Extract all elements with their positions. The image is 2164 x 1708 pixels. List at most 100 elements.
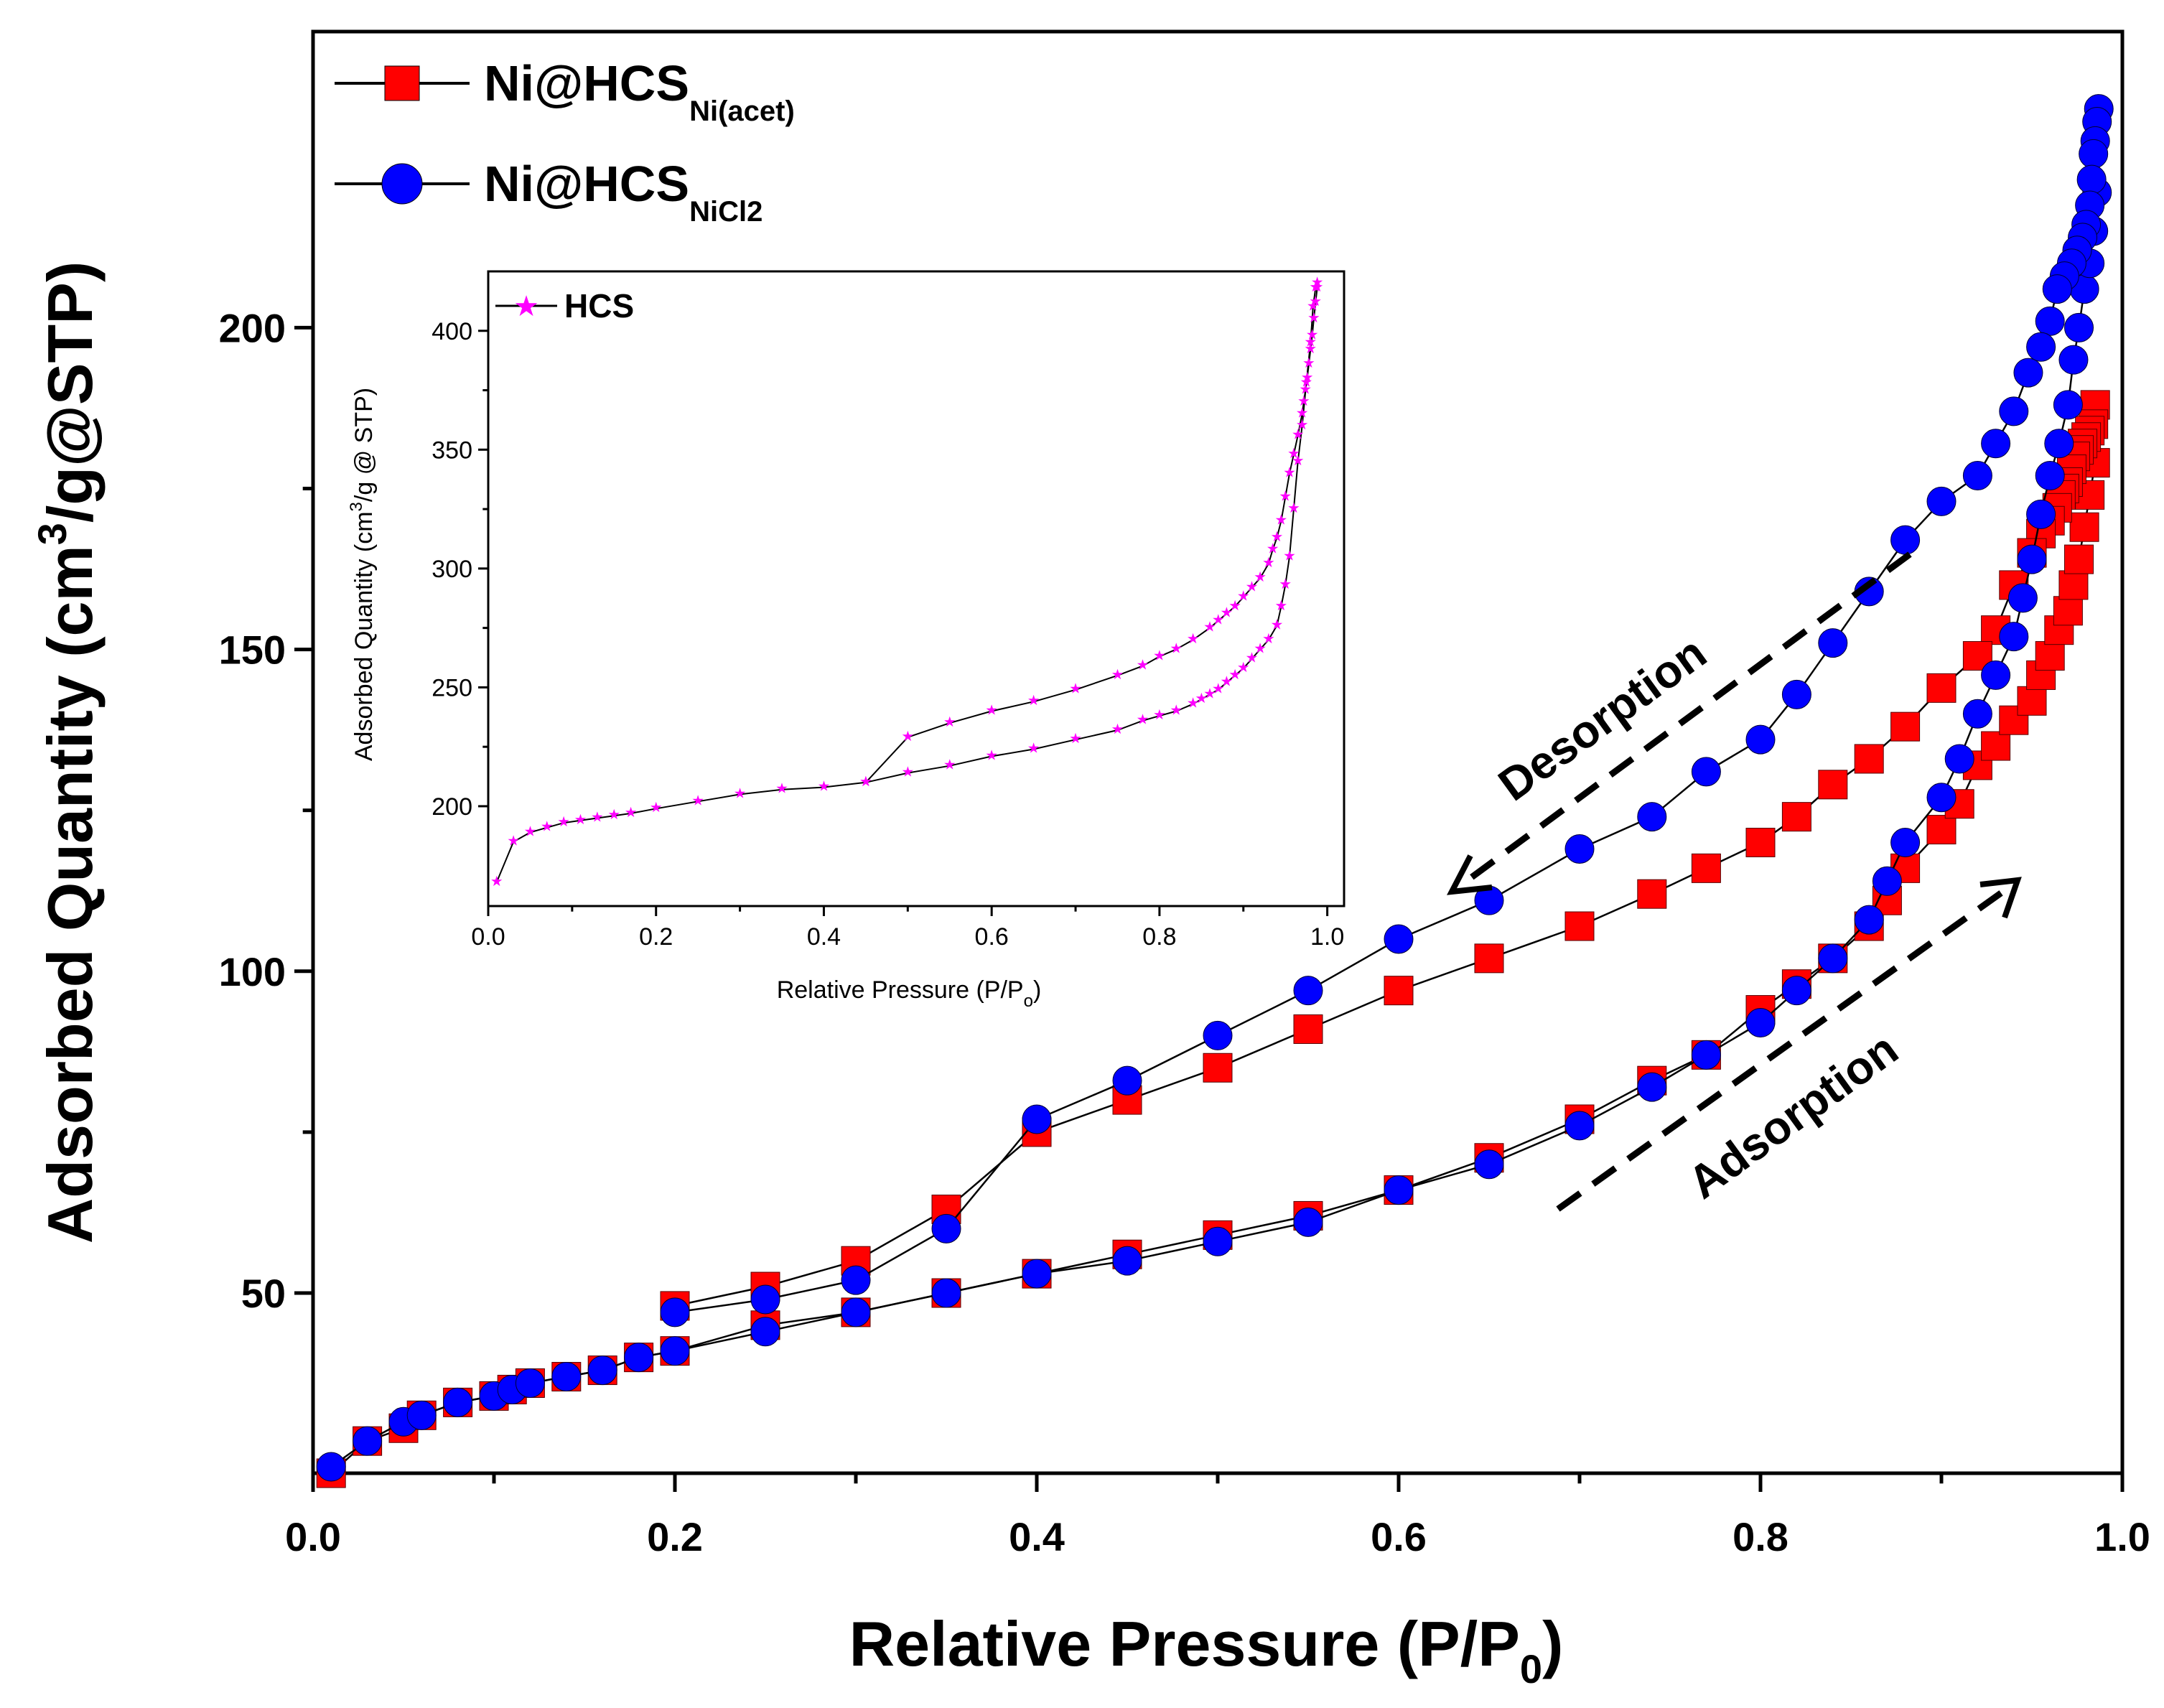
data-point-hcs-adsorption: ★ [1304, 334, 1317, 350]
data-point-ni-hcs-nicl2-adsorption [1203, 1226, 1233, 1256]
data-point-hcs-adsorption: ★ [1283, 548, 1296, 564]
data-point-ni-hcs-nicl2-adsorption [624, 1343, 654, 1373]
legend-entry-ni-acet: Ni@HCSNi(acet) [335, 55, 795, 127]
data-point-ni-hcs-ni-acet--desorption [1637, 879, 1667, 909]
y-tick-label: 100 [219, 949, 286, 994]
data-point-ni-hcs-nicl2-adsorption [841, 1297, 871, 1327]
adsorption-arrow [1556, 885, 2011, 1212]
data-point-ni-hcs-nicl2-desorption [1203, 1020, 1233, 1050]
data-point-ni-hcs-ni-acet--adsorption [2069, 512, 2099, 542]
data-point-ni-hcs-nicl2-desorption [1962, 461, 1992, 491]
data-point-ni-hcs-nicl2-desorption [1112, 1065, 1142, 1096]
data-point-ni-hcs-ni-acet--desorption [1745, 828, 1776, 857]
data-point-ni-hcs-nicl2-adsorption [2026, 499, 2056, 529]
data-point-hcs-desorption: ★ [1254, 569, 1267, 585]
data-point-ni-hcs-ni-acet--adsorption [2035, 641, 2065, 671]
data-point-hcs-adsorption: ★ [1195, 691, 1208, 706]
data-point-ni-hcs-ni-acet--adsorption [2017, 686, 2047, 716]
data-point-ni-hcs-nicl2-adsorption [1962, 699, 1992, 729]
data-point-ni-hcs-nicl2-desorption [1818, 628, 1848, 658]
data-point-hcs-adsorption: ★ [1307, 299, 1320, 314]
data-point-hcs-adsorption: ★ [490, 874, 503, 890]
data-point-ni-hcs-nicl2-desorption [2076, 164, 2107, 195]
desorption-arrowhead [1447, 854, 1493, 895]
data-point-ni-hcs-nicl2-adsorption [2044, 429, 2074, 459]
data-point-ni-hcs-nicl2-desorption [1637, 802, 1667, 832]
data-point-hcs-adsorption: ★ [557, 814, 570, 830]
data-point-hcs-adsorption: ★ [1287, 500, 1300, 516]
legend-label-nicl2: Ni@HCSNiCl2 [484, 156, 762, 228]
data-point-hcs-desorption: ★ [859, 774, 872, 790]
data-point-ni-hcs-ni-acet--desorption [1293, 1014, 1323, 1044]
y-tick-label: 250 [432, 674, 472, 701]
data-point-hcs-adsorption: ★ [1237, 660, 1250, 676]
data-point-hcs-adsorption: ★ [1296, 417, 1309, 433]
inset-legend-label: HCS [564, 287, 634, 325]
data-point-hcs-desorption: ★ [1279, 488, 1292, 504]
data-point-ni-hcs-nicl2-adsorption [1637, 1072, 1667, 1102]
data-point-ni-hcs-nicl2-desorption [931, 1213, 961, 1243]
x-tick-label: 0.8 [1732, 1514, 1788, 1559]
data-point-ni-hcs-nicl2-desorption [2013, 358, 2043, 388]
data-point-hcs-desorption: ★ [1203, 620, 1216, 635]
data-point-ni-hcs-nicl2-adsorption [1872, 866, 1902, 896]
main-y-axis-label: Adsorbed Quantity (cm3/g@STP) [29, 261, 106, 1244]
data-point-hcs-desorption: ★ [985, 702, 998, 718]
data-point-hcs-desorption: ★ [1027, 693, 1040, 709]
data-point-ni-hcs-ni-acet--desorption [1384, 976, 1414, 1006]
series-line-hcs-adsorption [495, 283, 1318, 883]
data-point-ni-hcs-nicl2-adsorption [1745, 1008, 1776, 1037]
desorption-arrow [1460, 551, 1912, 887]
data-point-ni-hcs-nicl2-adsorption [353, 1426, 383, 1456]
inset-legend: ★ HCS [495, 287, 634, 325]
data-point-ni-hcs-ni-acet--desorption [1781, 802, 1811, 832]
x-tick-label: 1.0 [2094, 1514, 2150, 1559]
data-point-hcs-adsorption: ★ [1137, 712, 1149, 728]
data-point-ni-hcs-nicl2-adsorption [2064, 312, 2094, 342]
data-point-hcs-desorption: ★ [1309, 294, 1322, 309]
data-point-ni-hcs-ni-acet--desorption [1926, 673, 1957, 703]
main-legend: Ni@HCSNi(acet) Ni@HCSNiCl2 [335, 55, 795, 228]
data-point-hcs-desorption: ★ [1311, 279, 1324, 295]
data-point-ni-hcs-ni-acet--desorption [1691, 853, 1721, 883]
data-point-hcs-adsorption: ★ [1212, 681, 1225, 697]
data-point-ni-hcs-nicl2-adsorption [1926, 783, 1957, 813]
data-point-hcs-adsorption: ★ [859, 774, 872, 790]
y-tick-label: 50 [241, 1271, 286, 1316]
data-point-ni-hcs-nicl2-adsorption [1112, 1246, 1142, 1276]
x-tick-label: 1.0 [1310, 923, 1344, 951]
y-tick-label: 200 [432, 793, 472, 821]
data-point-hcs-desorption: ★ [943, 714, 956, 730]
main-ticks: 0.0 0.2 0.4 0.6 0.8 1.0 50 100 150 200 [219, 305, 2150, 1559]
data-point-hcs-adsorption: ★ [1221, 674, 1233, 690]
x-tick-label: 0.4 [807, 923, 841, 951]
data-point-ni-hcs-ni-acet--adsorption [2058, 570, 2089, 600]
data-point-ni-hcs-nicl2-desorption [1384, 924, 1414, 954]
data-point-hcs-desorption: ★ [1137, 658, 1149, 673]
data-point-ni-hcs-nicl2-desorption [2026, 332, 2056, 362]
data-point-hcs-adsorption: ★ [943, 757, 956, 773]
data-point-ni-hcs-nicl2-adsorption [1854, 905, 1884, 935]
data-point-hcs-desorption: ★ [1212, 612, 1225, 628]
data-point-ni-hcs-nicl2-desorption [750, 1284, 780, 1315]
y-tick-label: 400 [432, 318, 472, 345]
data-point-ni-hcs-nicl2-adsorption [1474, 1149, 1504, 1180]
y-tick-label: 150 [219, 627, 286, 673]
legend-marker-ni-acet [384, 65, 420, 101]
data-point-ni-hcs-nicl2-adsorption [1691, 1040, 1721, 1070]
data-point-ni-hcs-nicl2-desorption [1890, 525, 1921, 555]
data-point-ni-hcs-ni-acet--desorption [1890, 711, 1921, 742]
data-point-hcs-desorption: ★ [901, 729, 914, 745]
data-point-ni-hcs-nicl2-adsorption [1384, 1175, 1414, 1205]
x-tick-label: 0.2 [639, 923, 673, 951]
data-point-ni-hcs-nicl2-adsorption [660, 1336, 690, 1366]
data-point-hcs-adsorption: ★ [650, 800, 663, 816]
data-point-ni-hcs-nicl2-adsorption [1890, 828, 1921, 857]
data-point-hcs-adsorption: ★ [1111, 722, 1124, 737]
data-point-hcs-desorption: ★ [1307, 310, 1320, 326]
data-point-hcs-desorption: ★ [1301, 370, 1314, 386]
data-point-ni-hcs-nicl2-adsorption [2035, 461, 2065, 491]
x-tick-label: 0.0 [285, 1514, 341, 1559]
